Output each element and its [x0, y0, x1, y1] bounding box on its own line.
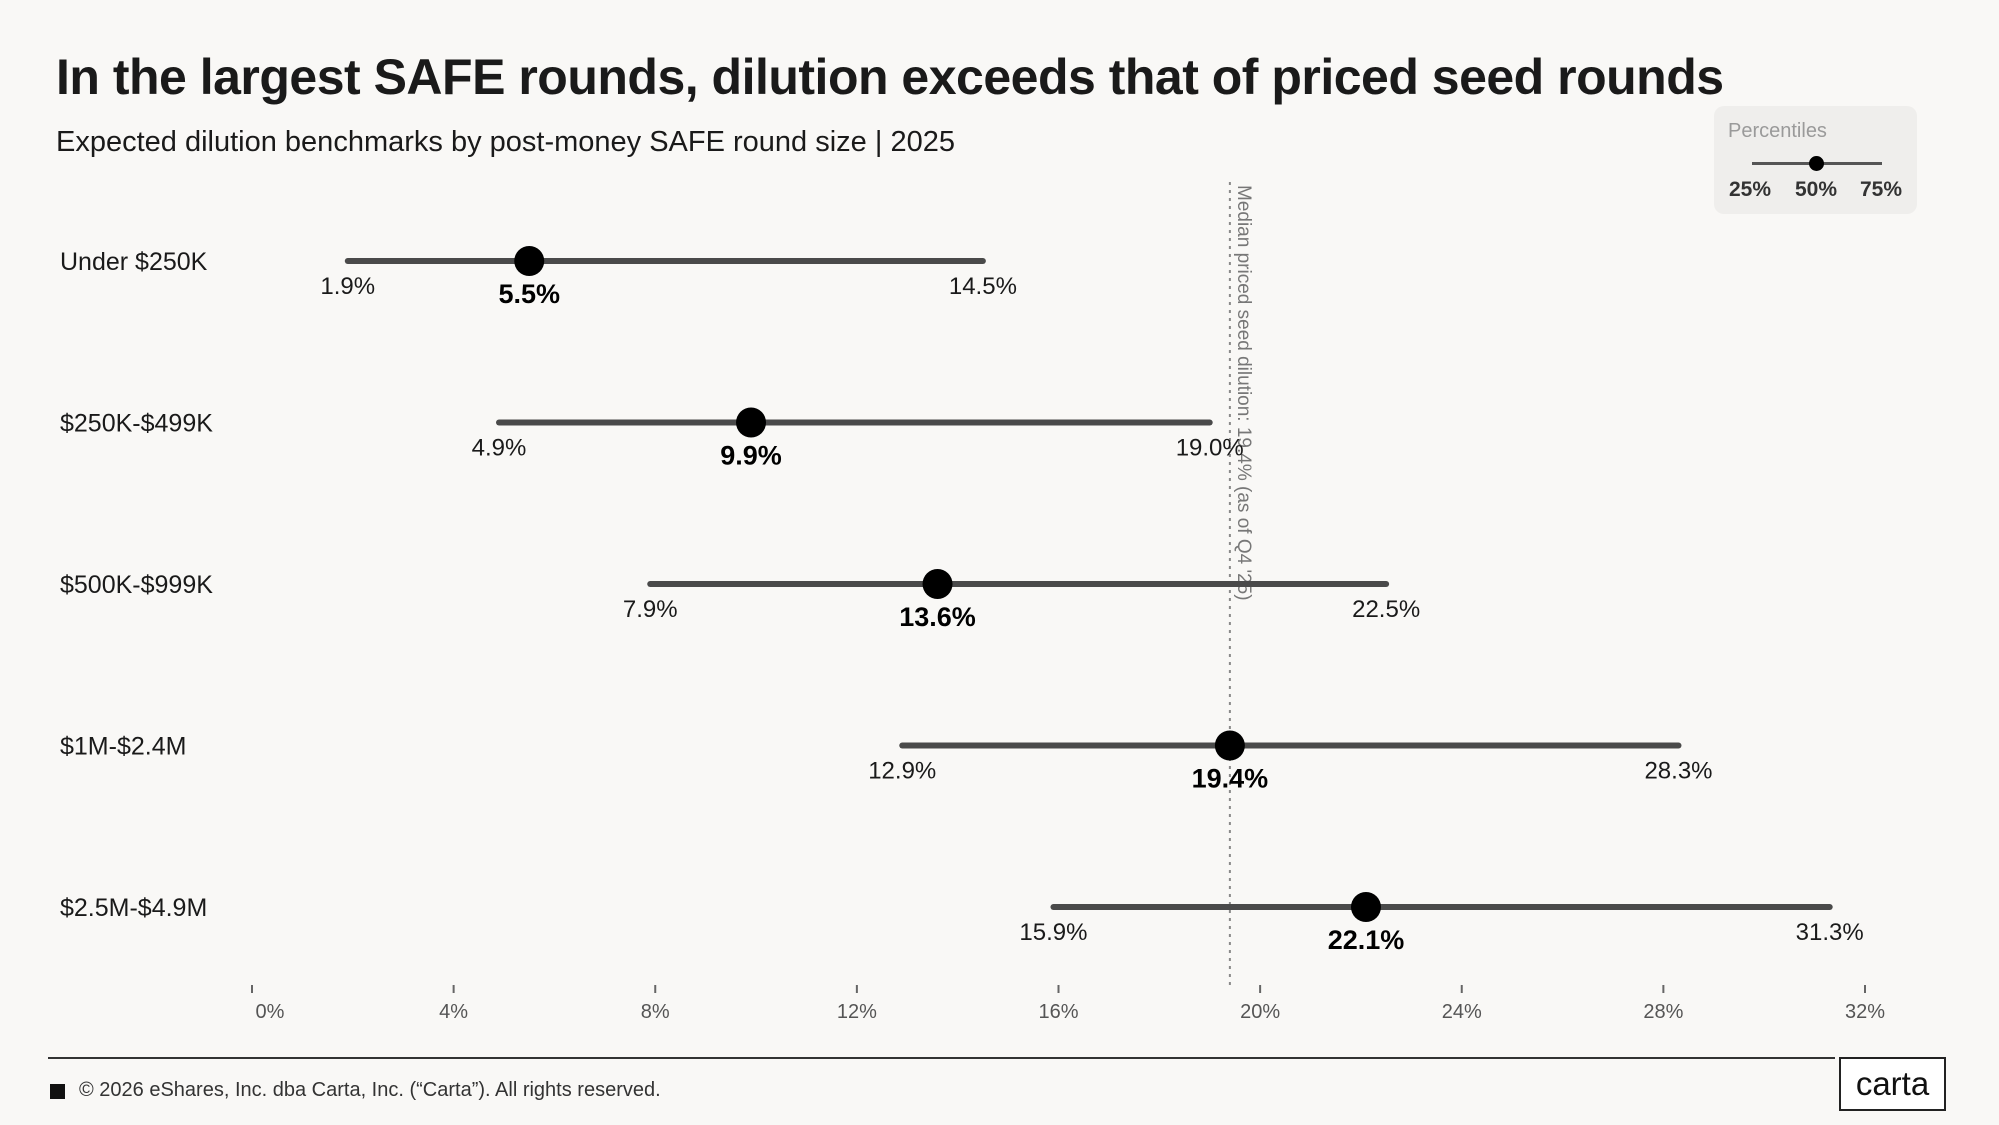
median-dot: [514, 246, 545, 276]
legend-title: Percentiles: [1728, 120, 1827, 142]
carta-logo: carta: [1839, 1057, 1946, 1111]
x-tick-label: 8%: [641, 1001, 670, 1023]
footer-divider: [48, 1057, 1835, 1059]
x-tick-label: 16%: [1038, 1001, 1078, 1023]
median-dot: [736, 407, 767, 438]
median-value-label: 5.5%: [498, 279, 560, 309]
median-value-label: 9.9%: [720, 441, 782, 471]
p75-value-label: 22.5%: [1352, 596, 1420, 623]
x-tick-label: 0%: [256, 1001, 285, 1023]
median-value-label: 13.6%: [899, 602, 976, 632]
p25-value-label: 4.9%: [472, 435, 527, 462]
p75-value-label: 28.3%: [1644, 758, 1712, 785]
legend-label-p75: 75%: [1859, 178, 1903, 201]
x-tick-label: 12%: [837, 1001, 877, 1023]
p25-value-label: 15.9%: [1019, 919, 1087, 946]
median-value-label: 22.1%: [1328, 925, 1405, 955]
x-tick-label: 24%: [1442, 1001, 1482, 1023]
x-tick-label: 28%: [1643, 1001, 1683, 1023]
dilution-range-chart: 0% 4% 8% 12% 16% 20% 24% 28% 32% Median priced se…: [60, 182, 1885, 1023]
p25-value-label: 1.9%: [320, 273, 375, 300]
copyright-notice: © 2026 eShares, Inc. dba Carta, Inc. (“C…: [79, 1079, 661, 1101]
reference-line-label: Median priced seed dilution: 19.4% (as o…: [1233, 185, 1254, 601]
p25-value-label: 12.9%: [868, 758, 936, 785]
category-label: $500K-$999K: [60, 571, 213, 599]
x-tick-label: 32%: [1845, 1001, 1885, 1023]
legend-label-p25: 25%: [1728, 178, 1772, 201]
p75-value-label: 19.0%: [1176, 435, 1244, 462]
median-dot: [1350, 892, 1381, 922]
median-dot: [1214, 730, 1245, 761]
category-label: $2.5M-$4.9M: [60, 894, 207, 922]
median-dot: [922, 569, 953, 599]
legend-median-dot: [1809, 156, 1824, 171]
p75-value-label: 14.5%: [949, 273, 1017, 300]
chart-subtitle: Expected dilution benchmarks by post-mon…: [56, 126, 955, 158]
p25-value-label: 7.9%: [623, 596, 678, 623]
p75-value-label: 31.3%: [1796, 919, 1864, 946]
category-label: $1M-$2.4M: [60, 733, 186, 761]
percentile-legend: Percentiles 25% 50% 75%: [1714, 106, 1917, 214]
legend-label-p50: 50%: [1794, 178, 1838, 201]
chart-title: In the largest SAFE rounds, dilution exc…: [56, 49, 1724, 105]
category-label: $250K-$499K: [60, 410, 213, 438]
median-value-label: 19.4%: [1192, 764, 1269, 794]
x-tick-label: 4%: [439, 1001, 468, 1023]
footer-square-icon: [50, 1084, 65, 1099]
x-tick-label: 20%: [1240, 1001, 1280, 1023]
category-label: Under $250K: [60, 248, 208, 276]
